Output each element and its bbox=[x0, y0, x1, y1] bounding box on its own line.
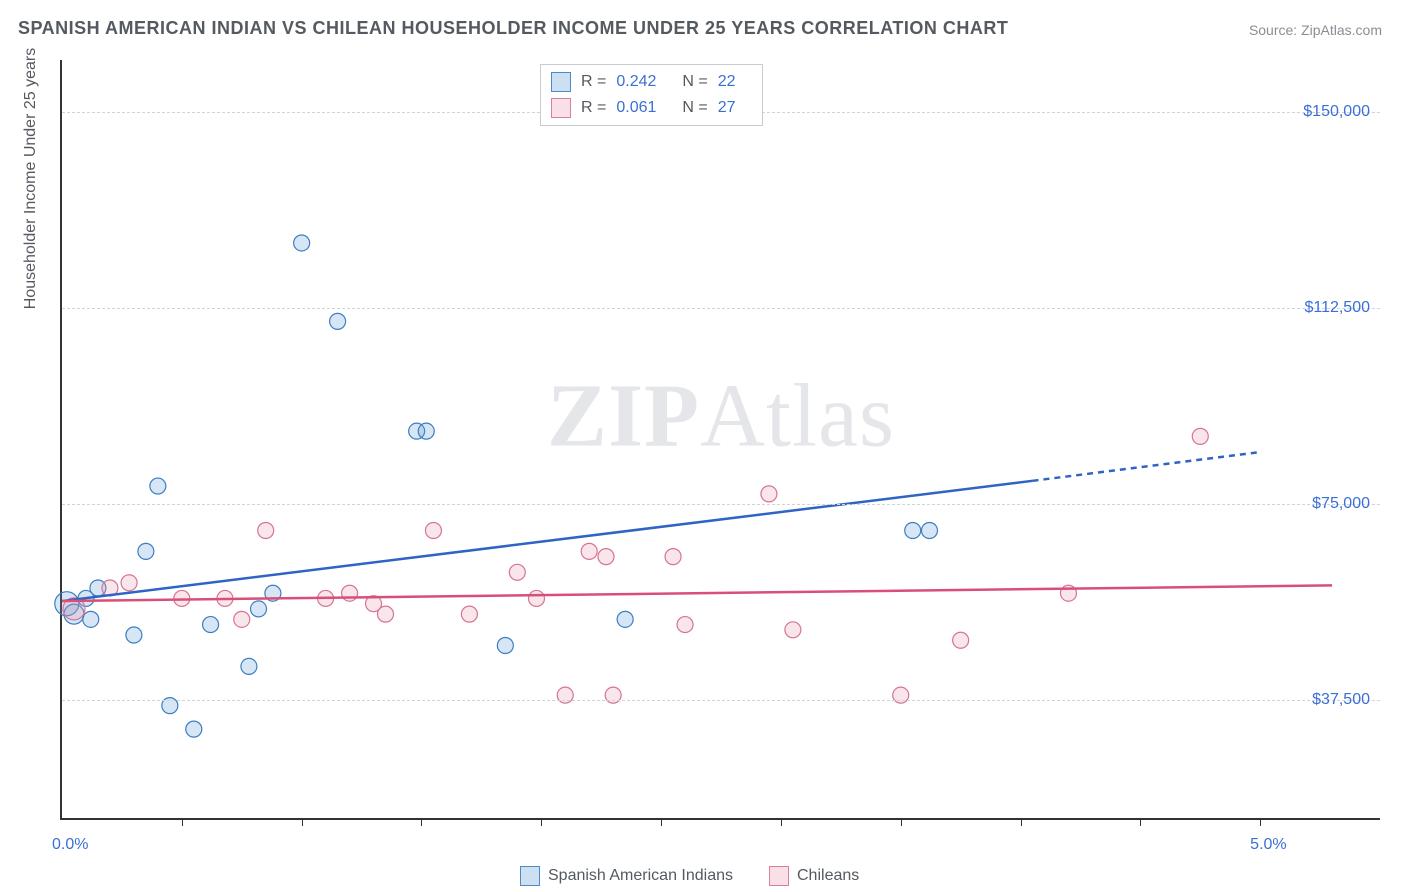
data-point bbox=[234, 611, 250, 627]
x-tick bbox=[421, 818, 422, 826]
swatch-series-2 bbox=[551, 98, 571, 118]
data-point bbox=[509, 564, 525, 580]
legend-series: Spanish American Indians Chileans bbox=[520, 866, 859, 886]
chart-container: SPANISH AMERICAN INDIAN VS CHILEAN HOUSE… bbox=[0, 0, 1406, 892]
data-point bbox=[665, 549, 681, 565]
data-point bbox=[378, 606, 394, 622]
data-point bbox=[138, 543, 154, 559]
swatch-series-2b bbox=[769, 866, 789, 886]
data-point bbox=[330, 313, 346, 329]
x-tick bbox=[302, 818, 303, 826]
data-point bbox=[425, 522, 441, 538]
data-point bbox=[598, 549, 614, 565]
swatch-series-1 bbox=[551, 72, 571, 92]
x-tick bbox=[901, 818, 902, 826]
x-tick bbox=[541, 818, 542, 826]
data-point bbox=[528, 590, 544, 606]
x-tick bbox=[1021, 818, 1022, 826]
gridline-h bbox=[62, 308, 1380, 309]
x-axis-label: 0.0% bbox=[52, 836, 88, 854]
plot-area: ZIPAtlas $37,500$75,000$112,500$150,000 bbox=[60, 60, 1380, 820]
trend-line-dashed bbox=[1033, 452, 1261, 481]
chart-title: SPANISH AMERICAN INDIAN VS CHILEAN HOUSE… bbox=[18, 18, 1008, 39]
data-point bbox=[203, 617, 219, 633]
legend-correlation: R = 0.242 N = 22 R = 0.061 N = 27 bbox=[540, 64, 763, 126]
r-label-2: R = bbox=[581, 99, 606, 117]
x-axis-label: 5.0% bbox=[1250, 836, 1286, 854]
series-1-name: Spanish American Indians bbox=[548, 867, 733, 885]
data-point bbox=[785, 622, 801, 638]
data-point bbox=[150, 478, 166, 494]
swatch-series-1b bbox=[520, 866, 540, 886]
gridline-h bbox=[62, 504, 1380, 505]
r-value-2: 0.061 bbox=[616, 99, 656, 117]
legend-row-series-2: R = 0.061 N = 27 bbox=[551, 95, 752, 121]
legend-item-series-1: Spanish American Indians bbox=[520, 866, 733, 886]
data-point bbox=[497, 637, 513, 653]
y-axis-title: Householder Income Under 25 years bbox=[22, 48, 40, 309]
r-label-1: R = bbox=[581, 73, 606, 91]
y-tick-label: $112,500 bbox=[1304, 299, 1370, 317]
data-point bbox=[418, 423, 434, 439]
x-tick bbox=[1260, 818, 1261, 826]
series-2-name: Chileans bbox=[797, 867, 859, 885]
data-point bbox=[1192, 428, 1208, 444]
x-tick bbox=[781, 818, 782, 826]
legend-row-series-1: R = 0.242 N = 22 bbox=[551, 69, 752, 95]
n-value-2: 27 bbox=[718, 99, 736, 117]
data-point bbox=[241, 658, 257, 674]
y-tick-label: $150,000 bbox=[1303, 103, 1370, 121]
data-point bbox=[761, 486, 777, 502]
data-point bbox=[258, 522, 274, 538]
n-label-2: N = bbox=[682, 99, 707, 117]
data-point bbox=[461, 606, 477, 622]
data-point bbox=[121, 575, 137, 591]
trend-line bbox=[62, 481, 1033, 601]
gridline-h bbox=[62, 700, 1380, 701]
r-value-1: 0.242 bbox=[616, 73, 656, 91]
data-point bbox=[905, 522, 921, 538]
legend-item-series-2: Chileans bbox=[769, 866, 859, 886]
y-tick-label: $75,000 bbox=[1312, 495, 1370, 513]
data-point bbox=[677, 617, 693, 633]
data-point bbox=[921, 522, 937, 538]
data-point bbox=[186, 721, 202, 737]
plot-svg bbox=[62, 60, 1380, 818]
data-point bbox=[581, 543, 597, 559]
data-point bbox=[251, 601, 267, 617]
data-point bbox=[953, 632, 969, 648]
data-point bbox=[83, 611, 99, 627]
data-point bbox=[126, 627, 142, 643]
data-point bbox=[617, 611, 633, 627]
trend-line bbox=[62, 585, 1332, 601]
x-tick bbox=[1140, 818, 1141, 826]
source-label: Source: ZipAtlas.com bbox=[1249, 22, 1382, 38]
n-value-1: 22 bbox=[718, 73, 736, 91]
y-tick-label: $37,500 bbox=[1312, 691, 1370, 709]
data-point bbox=[294, 235, 310, 251]
x-tick bbox=[661, 818, 662, 826]
x-tick bbox=[182, 818, 183, 826]
n-label-1: N = bbox=[682, 73, 707, 91]
